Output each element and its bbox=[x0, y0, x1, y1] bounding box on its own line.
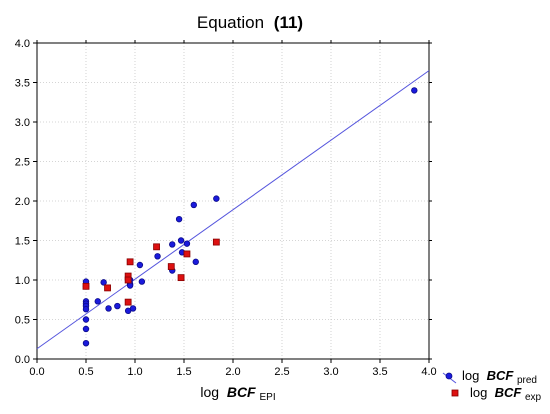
data-point-exp bbox=[124, 298, 132, 306]
x-axis-label-sub: EPI bbox=[260, 392, 276, 403]
axes: 0.0 0.5 1.0 1.5 2.0 2.5 3.0 3.5 4.0 0.0 0.5 1.0 1.5 2… bbox=[15, 38, 437, 378]
data-point-exp bbox=[153, 243, 160, 251]
data-point-pred bbox=[114, 302, 121, 310]
data-point-pred bbox=[82, 340, 90, 347]
chart-title-number: (11) bbox=[274, 13, 303, 32]
legend-label-exp: log BCF exp bbox=[470, 385, 541, 403]
grid bbox=[37, 43, 429, 359]
data-point-pred bbox=[82, 325, 90, 333]
legend-entry-exp: log BCF exp bbox=[451, 385, 541, 403]
legend-label-exp-prefix: log bbox=[470, 385, 491, 400]
data-point-pred bbox=[175, 215, 183, 223]
data-point-pred bbox=[126, 282, 134, 289]
legend-label-pred: log BCF pred bbox=[462, 368, 537, 386]
data-point-pred bbox=[154, 253, 161, 260]
data-point-pred bbox=[136, 261, 144, 269]
x-tick-label: 1.0 bbox=[127, 366, 142, 378]
y-tick-label: 2.0 bbox=[15, 196, 30, 208]
x-tick-label: 2.0 bbox=[225, 366, 240, 378]
y-tick-label: 1.0 bbox=[15, 275, 30, 287]
data-point-pred bbox=[105, 305, 112, 312]
legend-label-pred-sub: pred bbox=[517, 375, 537, 386]
data-point-pred bbox=[183, 240, 191, 247]
chart-title-text: Equation bbox=[197, 13, 264, 32]
data-point-exp bbox=[183, 250, 191, 258]
chart-title: Equation (11) bbox=[197, 13, 303, 32]
data-point-pred bbox=[213, 195, 220, 202]
x-tick-label: 0.5 bbox=[78, 366, 93, 378]
legend-entry-pred: log BCF pred bbox=[442, 368, 537, 386]
y-tick-label: 0.0 bbox=[15, 354, 30, 366]
data-point-pred bbox=[190, 201, 197, 209]
data-point-pred bbox=[82, 306, 90, 313]
legend-label-exp-main: BCF bbox=[495, 385, 523, 400]
data-point-exp bbox=[126, 258, 134, 266]
data-point-pred bbox=[192, 258, 199, 266]
data-points bbox=[82, 87, 418, 347]
x-tick-label: 2.5 bbox=[274, 366, 289, 378]
data-point-pred bbox=[169, 241, 176, 248]
y-tick-label: 3.0 bbox=[15, 117, 30, 129]
legend-marker-exp bbox=[451, 389, 459, 397]
x-axis-label-prefix: log bbox=[200, 384, 223, 400]
data-point-pred bbox=[138, 278, 146, 285]
legend-label-pred-prefix: log bbox=[462, 368, 483, 383]
legend-label-pred-main: BCF bbox=[487, 368, 515, 383]
data-point-pred bbox=[177, 237, 185, 244]
data-point-exp bbox=[82, 282, 90, 290]
data-point-pred bbox=[82, 316, 90, 323]
y-tick-label: 0.5 bbox=[15, 315, 30, 327]
legend: log BCF pred log BCF exp bbox=[442, 368, 541, 403]
x-axis-label: log BCF EPI bbox=[200, 384, 275, 403]
data-point-exp bbox=[167, 263, 175, 270]
data-point-pred bbox=[129, 305, 137, 312]
x-tick-label: 3.5 bbox=[372, 366, 387, 378]
y-tick-label: 2.5 bbox=[15, 157, 30, 169]
data-point-pred bbox=[94, 298, 101, 305]
x-axis-label-main: BCF bbox=[227, 384, 256, 400]
data-point-exp bbox=[212, 238, 220, 246]
legend-label-exp-sub: exp bbox=[525, 392, 542, 403]
y-tick-label: 3.5 bbox=[15, 78, 30, 90]
legend-marker-pred bbox=[445, 372, 453, 380]
data-point-exp bbox=[104, 284, 111, 292]
data-point-exp bbox=[177, 274, 185, 282]
data-point-exp bbox=[124, 276, 132, 284]
regression-line bbox=[36, 70, 430, 350]
x-tick-label: 1.5 bbox=[176, 366, 191, 378]
y-tick-label: 1.5 bbox=[15, 236, 30, 248]
x-tick-label: 3.0 bbox=[323, 366, 338, 378]
fit-line-layer bbox=[36, 70, 430, 350]
x-tick-label: 4.0 bbox=[421, 366, 436, 378]
data-point-pred bbox=[100, 279, 107, 286]
x-tick-label: 0.0 bbox=[29, 366, 44, 378]
y-tick-label: 4.0 bbox=[15, 38, 30, 50]
data-point-pred bbox=[411, 87, 418, 94]
